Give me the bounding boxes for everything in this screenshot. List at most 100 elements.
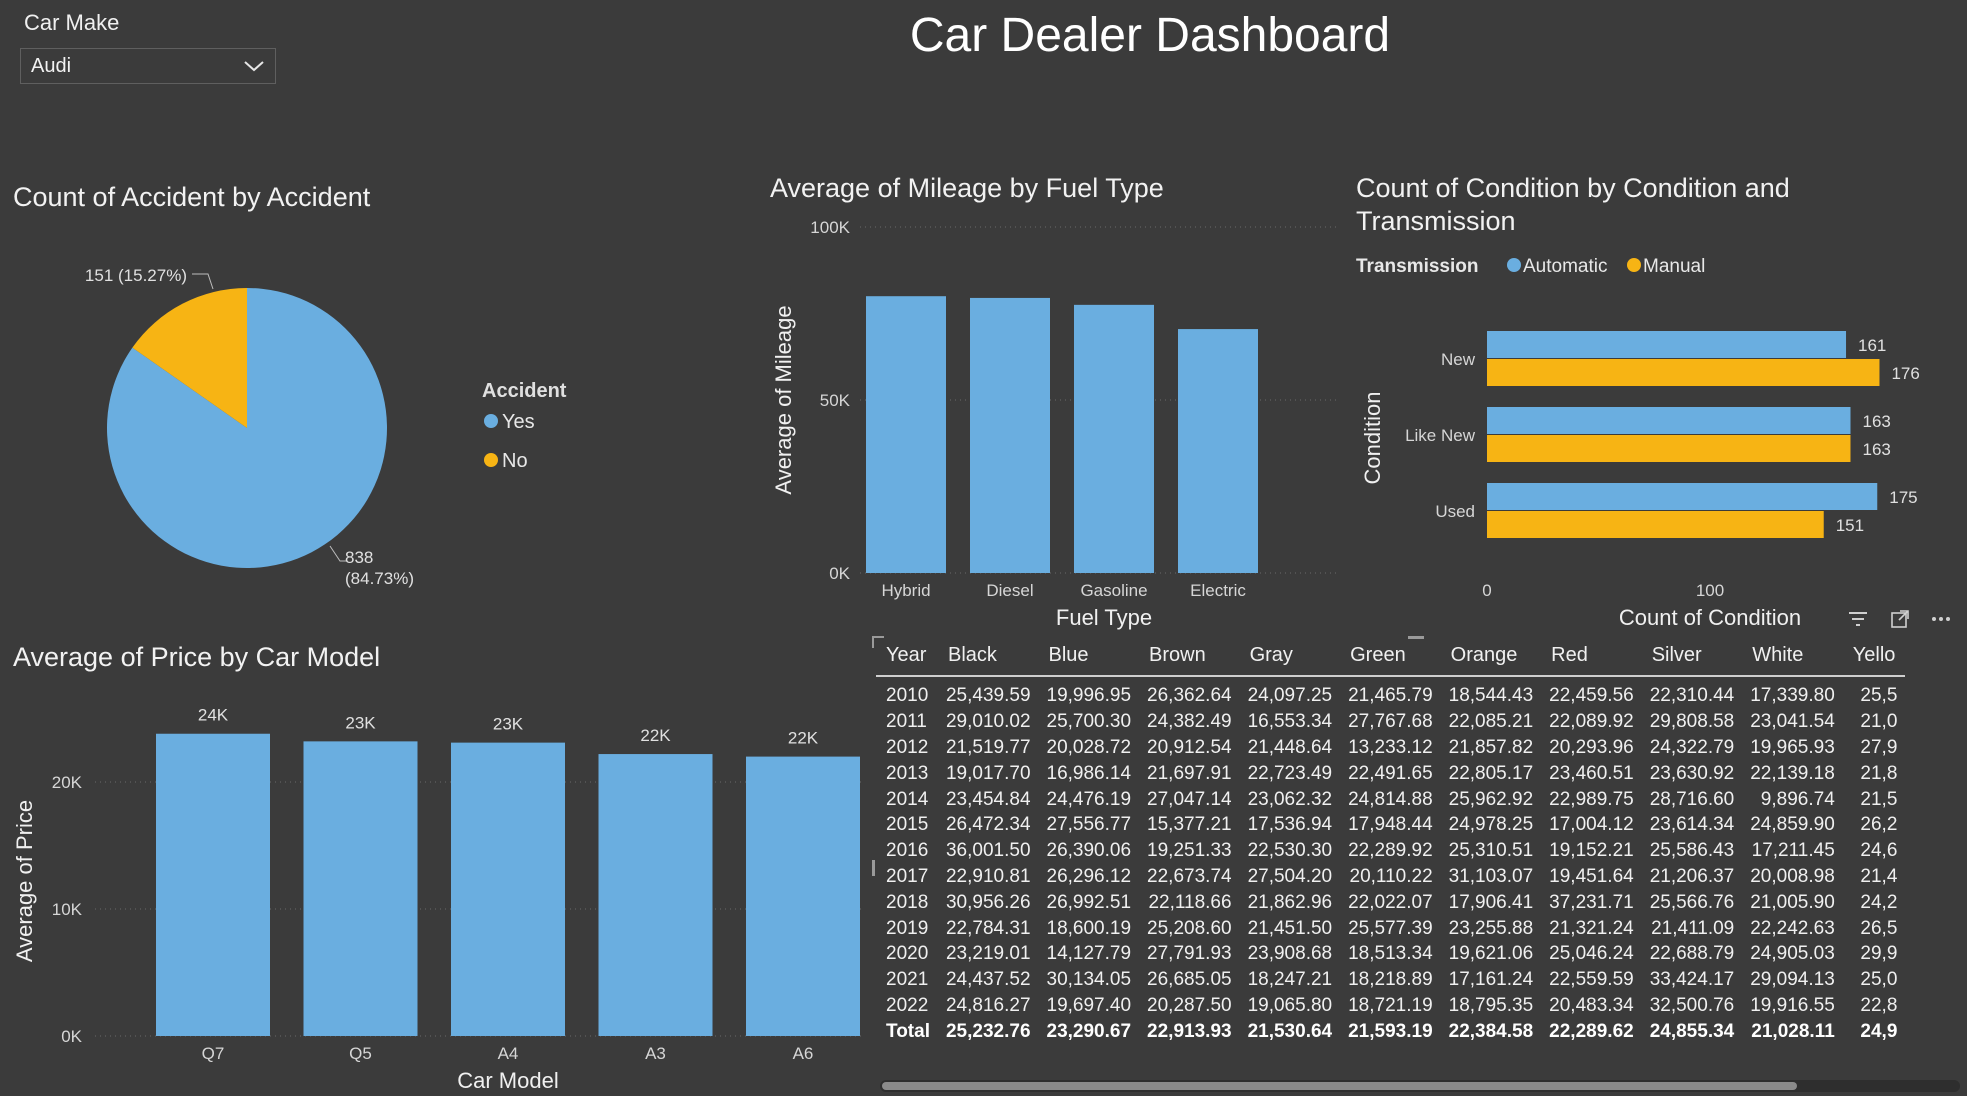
- column-header-white[interactable]: White: [1752, 644, 1804, 666]
- bar-a4[interactable]: [451, 742, 565, 1036]
- table-cell: 22,989.75: [1549, 788, 1634, 810]
- column-header-blue[interactable]: Blue: [1048, 644, 1089, 666]
- column-header-year[interactable]: Year: [886, 644, 927, 666]
- pie-leader-line-yes: [329, 545, 347, 562]
- bar-new-manual[interactable]: [1487, 359, 1880, 386]
- table-cell: 14,127.79: [1046, 943, 1132, 965]
- pie-slice-no[interactable]: [132, 288, 247, 428]
- table-cell: 21,862.96: [1247, 891, 1333, 913]
- bar-a3[interactable]: [598, 754, 713, 1036]
- table-cell: 21,451.50: [1247, 917, 1333, 939]
- column-header-silver[interactable]: Silver: [1651, 644, 1702, 666]
- bar-used-automatic[interactable]: [1487, 483, 1878, 510]
- pie-label-no: 151 (15.27%): [85, 266, 187, 285]
- filter-icon[interactable]: [1846, 607, 1870, 631]
- table-cell: 17,906.41: [1448, 891, 1534, 913]
- table-cell: 21,5: [1860, 788, 1898, 810]
- x-tick-label: A3: [645, 1044, 666, 1063]
- legend-label-automatic[interactable]: Automatic: [1523, 256, 1607, 277]
- column-header-brown[interactable]: Brown: [1149, 644, 1206, 666]
- legend-label-yes[interactable]: Yes: [502, 411, 535, 433]
- table-cell: 22,085.21: [1448, 711, 1534, 733]
- y-tick-label: 0K: [829, 564, 850, 583]
- bar-a6[interactable]: [746, 756, 860, 1036]
- table-cell: 17,948.44: [1348, 814, 1433, 836]
- table-cell: 17,004.12: [1549, 814, 1634, 836]
- table-cell: 13,233.12: [1348, 736, 1433, 758]
- table-cell: 2022: [886, 994, 929, 1016]
- table-cell: 21,411.09: [1651, 917, 1735, 939]
- bar-q7[interactable]: [156, 733, 270, 1036]
- x-tick-label: Q7: [202, 1044, 225, 1063]
- column-header-orange[interactable]: Orange: [1450, 644, 1518, 666]
- table-cell: 26,390.06: [1046, 840, 1132, 862]
- more-options-icon[interactable]: [1929, 607, 1953, 631]
- column-header-gray[interactable]: Gray: [1249, 644, 1293, 666]
- bar-gasoline[interactable]: [1074, 304, 1154, 573]
- table-cell: 20,293.96: [1549, 736, 1634, 758]
- price-by-year-color-table: Year Black Blue Brown Gray Green Orange Red Silv…: [876, 638, 1906, 1044]
- column-header-red[interactable]: Red: [1551, 644, 1588, 666]
- year-color-table[interactable]: Year Black Blue Brown Gray Green Orange Red Silv…: [876, 638, 1966, 1092]
- table-cell: 24,097.25: [1247, 685, 1333, 707]
- resize-handle[interactable]: [1408, 636, 1424, 639]
- resize-handle-left[interactable]: [872, 860, 875, 876]
- table-cell: 33,424.17: [1649, 969, 1735, 991]
- table-cell: 23,908.68: [1247, 943, 1333, 965]
- table-cell: 24,382.49: [1147, 711, 1232, 733]
- table-cell: 26,296.12: [1046, 865, 1132, 887]
- focus-mode-icon[interactable]: [1888, 607, 1912, 631]
- table-cell: 29,9: [1860, 943, 1898, 965]
- accident-chart-title: Count of Accident by Accident: [13, 182, 371, 212]
- data-label: 161: [1858, 336, 1886, 355]
- column-header-green[interactable]: Green: [1350, 644, 1406, 666]
- table-cell: 25,0: [1860, 969, 1898, 991]
- bar-hybrid[interactable]: [866, 296, 946, 573]
- table-cell: 2014: [886, 788, 929, 810]
- table-cell: 27,791.93: [1147, 943, 1232, 965]
- table-row: 2014 23,454.84 24,476.19 27,047.14 23,062.32…: [876, 786, 1905, 812]
- x-tick-label: A6: [793, 1044, 814, 1063]
- table-cell: 22,530.30: [1247, 840, 1333, 862]
- bar-diesel[interactable]: [970, 297, 1050, 573]
- bar-like-new-automatic[interactable]: [1487, 407, 1851, 434]
- table-cell: 22,139.18: [1750, 762, 1835, 784]
- table-cell: 24,978.25: [1448, 814, 1534, 836]
- table-cell: 18,544.43: [1448, 685, 1534, 707]
- bar-like-new-manual[interactable]: [1487, 435, 1851, 462]
- legend-label-no[interactable]: No: [502, 450, 528, 472]
- table-cell: 25,232.76: [945, 1020, 1031, 1042]
- table-cell: 27,504.20: [1247, 865, 1333, 887]
- table-cell: 23,219.01: [945, 943, 1031, 965]
- bar-electric[interactable]: [1178, 329, 1258, 573]
- table-row: 2021 24,437.52 30,134.05 26,685.05 18,247.21…: [876, 967, 1905, 993]
- y-tick-label: Like New: [1405, 426, 1476, 445]
- table-cell: 2016: [886, 840, 929, 862]
- column-header-yello[interactable]: Yello: [1852, 644, 1896, 666]
- x-axis-title: Count of Condition: [1619, 605, 1801, 630]
- car-make-dropdown[interactable]: Audi: [20, 48, 276, 84]
- table-cell: 25,439.59: [945, 685, 1031, 707]
- condition-bar-chart: Transmission Automatic Manual New 161 176 Like…: [1356, 256, 1920, 630]
- y-tick-label: 50K: [820, 391, 851, 410]
- column-header-black[interactable]: Black: [947, 644, 997, 666]
- table-cell: 16,986.14: [1046, 762, 1132, 784]
- mileage-chart-title: Average of Mileage by Fuel Type: [770, 173, 1164, 203]
- table-cell: 23,460.51: [1549, 762, 1634, 784]
- table-cell: 20,912.54: [1147, 736, 1232, 758]
- legend-label-manual[interactable]: Manual: [1643, 256, 1705, 277]
- bar-new-automatic[interactable]: [1487, 331, 1847, 358]
- table-cell: 2019: [886, 917, 929, 939]
- table-cell: 23,290.67: [1046, 1020, 1132, 1042]
- table-cell: 9,896.74: [1760, 788, 1835, 810]
- bar-used-manual[interactable]: [1487, 511, 1824, 538]
- table-cell: 21,005.90: [1750, 891, 1835, 913]
- bar-q5[interactable]: [303, 741, 418, 1036]
- legend-marker-automatic: [1507, 258, 1521, 272]
- data-label: 151: [1836, 516, 1864, 535]
- table-cell: 24,476.19: [1046, 788, 1132, 810]
- x-tick-label: 0: [1482, 581, 1491, 600]
- pie-slice-yes[interactable]: [106, 288, 387, 568]
- y-tick-label: 10K: [52, 900, 83, 919]
- horizontal-scrollbar-thumb[interactable]: [882, 1082, 1797, 1090]
